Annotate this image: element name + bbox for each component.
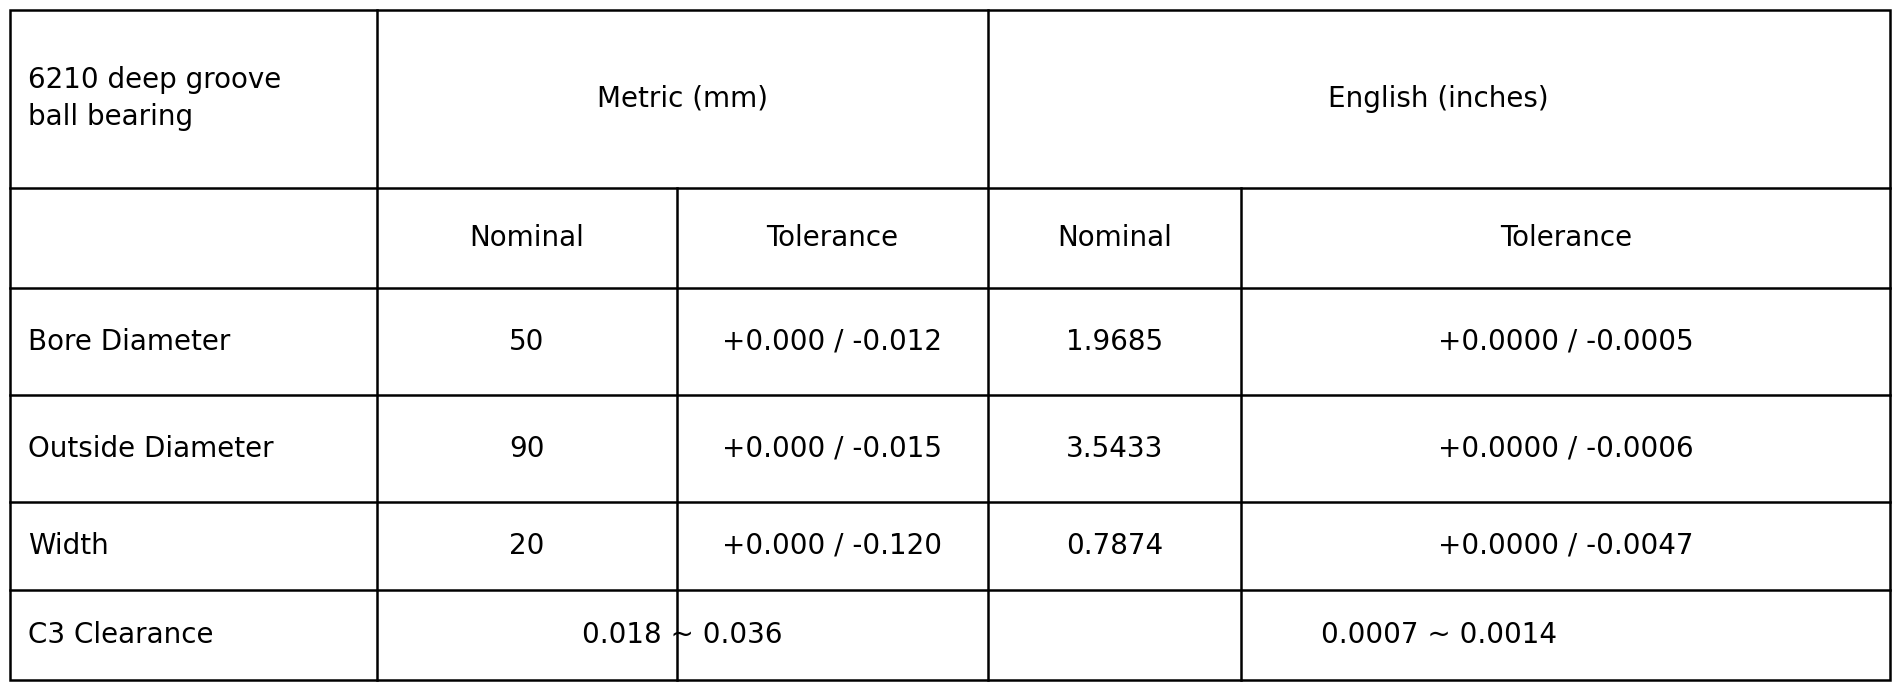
Text: +0.0000 / -0.0006: +0.0000 / -0.0006 <box>1438 435 1693 463</box>
Text: Nominal: Nominal <box>469 224 585 252</box>
Text: English (inches): English (inches) <box>1328 85 1548 112</box>
Text: Nominal: Nominal <box>1056 224 1172 252</box>
Text: 0.7874: 0.7874 <box>1066 532 1163 560</box>
Text: +0.000 / -0.012: +0.000 / -0.012 <box>722 328 942 355</box>
Text: +0.000 / -0.120: +0.000 / -0.120 <box>722 532 942 560</box>
Text: 3.5433: 3.5433 <box>1066 435 1163 463</box>
Text: 0.0007 ~ 0.0014: 0.0007 ~ 0.0014 <box>1320 621 1556 649</box>
Text: 50: 50 <box>509 328 545 355</box>
Text: Bore Diameter: Bore Diameter <box>28 328 230 355</box>
Text: 0.018 ~ 0.036: 0.018 ~ 0.036 <box>581 621 783 649</box>
Text: Width: Width <box>28 532 108 560</box>
Text: Tolerance: Tolerance <box>1499 224 1632 252</box>
Text: Metric (mm): Metric (mm) <box>597 85 768 112</box>
Text: 1.9685: 1.9685 <box>1066 328 1163 355</box>
Text: 20: 20 <box>509 532 545 560</box>
Text: 6210 deep groove
ball bearing: 6210 deep groove ball bearing <box>28 66 281 131</box>
Text: C3 Clearance: C3 Clearance <box>28 621 213 649</box>
Text: +0.0000 / -0.0047: +0.0000 / -0.0047 <box>1438 532 1693 560</box>
Text: +0.0000 / -0.0005: +0.0000 / -0.0005 <box>1438 328 1693 355</box>
Text: 90: 90 <box>509 435 545 463</box>
Text: Outside Diameter: Outside Diameter <box>28 435 274 463</box>
Text: Tolerance: Tolerance <box>766 224 899 252</box>
Text: +0.000 / -0.015: +0.000 / -0.015 <box>722 435 942 463</box>
